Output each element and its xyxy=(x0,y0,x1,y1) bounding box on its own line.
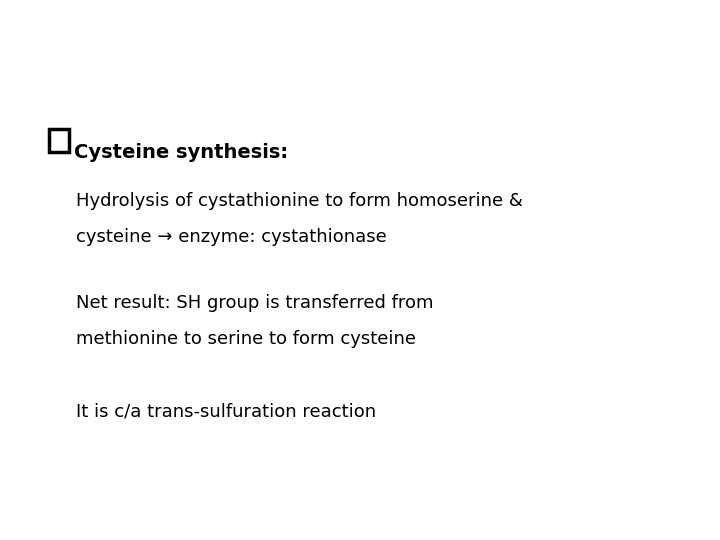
Text: Cysteine synthesis:: Cysteine synthesis: xyxy=(74,143,288,162)
Text: Hydrolysis of cystathionine to form homoserine &: Hydrolysis of cystathionine to form homo… xyxy=(76,192,523,210)
Text: methionine to serine to form cysteine: methionine to serine to form cysteine xyxy=(76,330,415,348)
Text: cysteine → enzyme: cystathionase: cysteine → enzyme: cystathionase xyxy=(76,228,387,246)
Text: Net result: SH group is transferred from: Net result: SH group is transferred from xyxy=(76,294,433,312)
Text: It is c/a trans-sulfuration reaction: It is c/a trans-sulfuration reaction xyxy=(76,402,376,420)
